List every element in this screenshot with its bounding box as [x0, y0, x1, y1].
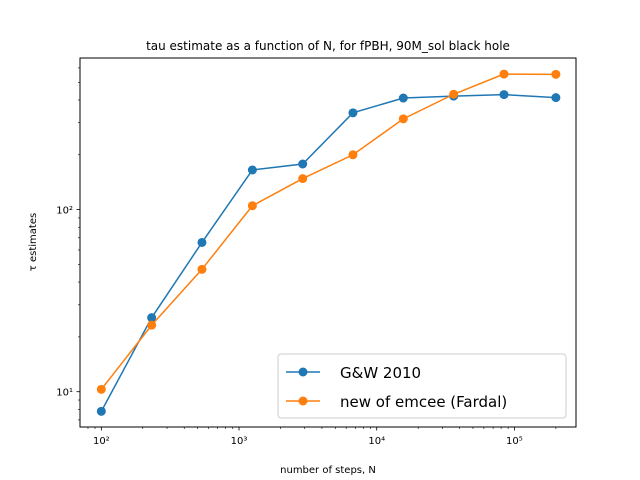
- data-point: [298, 159, 308, 169]
- data-point: [147, 313, 157, 323]
- legend-label: new of emcee (Fardal): [340, 393, 507, 411]
- data-point: [499, 90, 509, 100]
- x-tick-label: 10⁴: [368, 436, 385, 447]
- x-tick-label: 10³: [231, 436, 248, 447]
- data-point: [551, 93, 561, 103]
- data-point: [449, 89, 459, 99]
- series-line: [100, 73, 556, 390]
- data-point: [197, 264, 207, 274]
- data-point: [197, 237, 207, 247]
- data-point: [247, 165, 257, 175]
- x-axis: 10² 10³ 10⁴ 10⁵: [87, 427, 557, 447]
- y-axis-label: τ estimates: [28, 213, 39, 271]
- y-tick-label: 10¹: [56, 388, 73, 399]
- chart-title: tau estimate as a function of N, for fPB…: [146, 39, 510, 53]
- data-point: [348, 150, 358, 160]
- data-point: [348, 108, 358, 118]
- data-point: [96, 406, 106, 416]
- data-point: [499, 69, 509, 79]
- series-1: [96, 90, 561, 416]
- x-tick-label: 10²: [93, 436, 110, 447]
- data-point: [551, 69, 561, 79]
- data-point: [96, 384, 106, 394]
- legend-marker: [298, 367, 308, 377]
- data-point: [247, 201, 257, 211]
- series-line: [100, 93, 556, 412]
- y-tick-label: 10²: [56, 206, 73, 217]
- legend: G&W 2010 new of emcee (Fardal): [277, 353, 567, 419]
- y-axis: 10¹ 10²: [56, 67, 80, 421]
- series-layer: [96, 69, 561, 416]
- data-point: [298, 174, 308, 184]
- plot-area-frame: [79, 57, 577, 428]
- x-tick-label: 10⁵: [506, 436, 523, 447]
- data-point: [398, 93, 408, 103]
- x-axis-label: number of steps, N: [280, 465, 376, 476]
- legend-label: G&W 2010: [340, 364, 421, 382]
- series-2: [96, 69, 561, 394]
- data-point: [398, 114, 408, 124]
- legend-marker: [298, 396, 308, 406]
- legend-box: [277, 353, 567, 419]
- data-point: [147, 320, 157, 330]
